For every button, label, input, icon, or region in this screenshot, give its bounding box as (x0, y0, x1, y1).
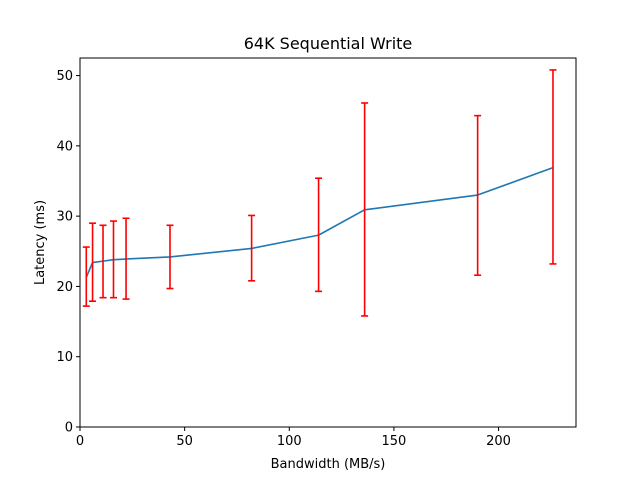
y-tick-label: 0 (65, 421, 73, 436)
error-bar (549, 69, 557, 265)
error-bar (248, 214, 256, 282)
error-bar (315, 177, 323, 293)
plot-area (82, 69, 557, 317)
x-axis: 0 50 100 150 200 (76, 427, 511, 449)
plot-frame (79, 57, 577, 428)
y-tick-label: 50 (56, 69, 73, 84)
error-bar (474, 114, 482, 276)
error-bar (89, 222, 97, 302)
x-tick-label: 200 (486, 434, 511, 449)
error-bar (166, 224, 174, 290)
error-bar (82, 246, 90, 307)
x-axis-label: Bandwidth (MB/s) (271, 457, 386, 472)
y-tick-label: 30 (56, 210, 73, 225)
y-axis: 0 10 20 30 40 50 (56, 69, 80, 436)
error-bar (109, 220, 117, 299)
x-tick-label: 100 (277, 434, 302, 449)
x-tick-label: 50 (176, 434, 193, 449)
x-tick-label: 150 (382, 434, 407, 449)
y-tick-label: 10 (56, 350, 73, 365)
error-bar (99, 224, 107, 299)
x-tick-label: 0 (76, 434, 84, 449)
y-tick-label: 40 (56, 139, 73, 154)
y-axis-label: Latency (ms) (33, 200, 48, 285)
error-bar (361, 102, 369, 317)
chart-title: 64K Sequential Write (244, 34, 413, 53)
y-tick-label: 20 (56, 280, 73, 295)
error-bar (122, 217, 130, 300)
